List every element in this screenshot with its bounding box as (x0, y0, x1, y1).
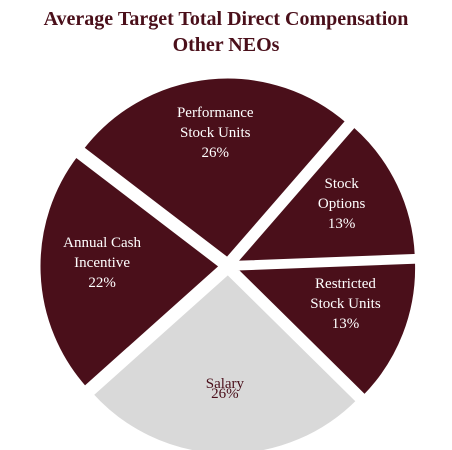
slice-value: 13% (327, 215, 356, 232)
pie-slice (227, 121, 420, 267)
pie-slice (227, 258, 421, 401)
pie-slice (87, 268, 363, 450)
slice-value: 26% (211, 385, 239, 402)
slice-label: Restricted Stock Units (310, 275, 381, 312)
slice-label: Salary (205, 375, 245, 392)
chart-title: Average Target Total Direct Compensation (43, 8, 409, 30)
pie-slice (35, 150, 226, 393)
slice-label: Performance Stock Units (176, 104, 254, 141)
pie-slice (77, 73, 352, 264)
slice-value: 13% (331, 315, 360, 332)
slice-value: 26% (201, 144, 230, 161)
slice-value: 22% (88, 274, 116, 291)
slice-label: Annual Cash Incentive (63, 234, 142, 271)
slice-label: Stock Options (317, 175, 366, 212)
chart-subtitle: Other NEOs (172, 34, 280, 56)
